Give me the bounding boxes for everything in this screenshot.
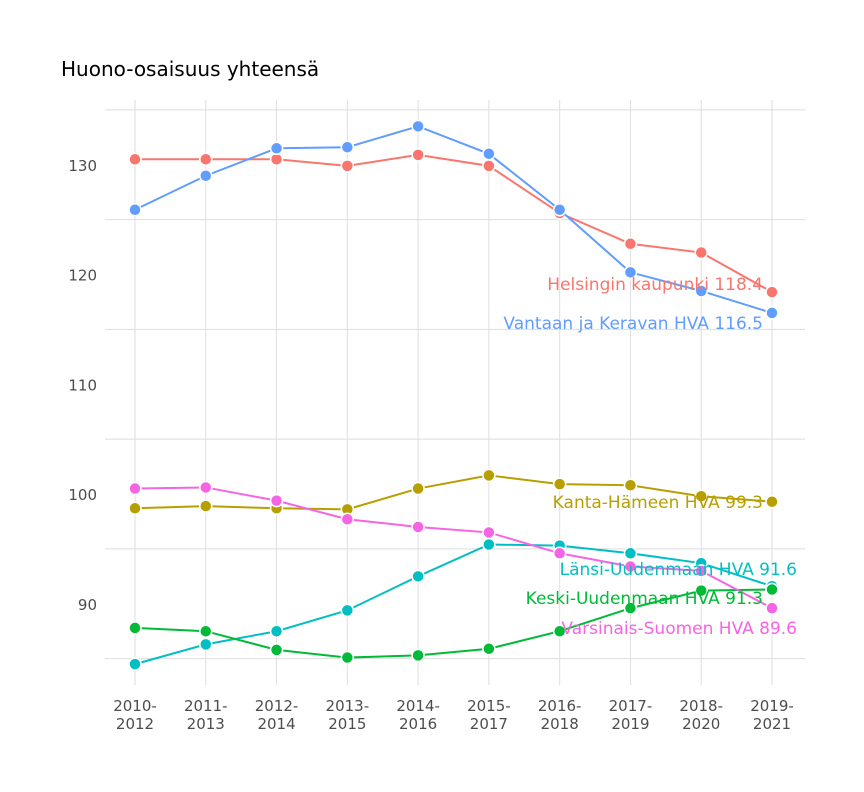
data-point (411, 481, 425, 496)
data-point (340, 512, 355, 527)
data-point (694, 583, 708, 598)
x-tick-label: 2010-2012 (113, 697, 157, 733)
data-point (765, 601, 779, 615)
data-point (269, 624, 284, 638)
y-tick-label: 100 (68, 486, 97, 504)
data-point (694, 284, 708, 298)
x-tick-label: 2014-2016 (396, 697, 440, 733)
data-point (199, 480, 213, 495)
data-point (411, 569, 425, 584)
x-tick-label: 2019-2021 (750, 697, 794, 733)
data-point (623, 559, 638, 574)
data-point (128, 152, 142, 167)
data-point (128, 621, 142, 635)
data-point (623, 601, 638, 615)
data-point (411, 520, 425, 534)
series-end-label: Helsingin kaupunki 118.4 (547, 275, 763, 295)
data-point (269, 493, 284, 508)
series-end-label: Keski-Uudenmaan HVA 91.3 (526, 589, 763, 609)
x-tick-label: 2016-2018 (538, 697, 582, 733)
y-tick-label: 90 (78, 596, 97, 614)
data-point (199, 499, 213, 513)
data-point (411, 648, 425, 663)
data-point (694, 489, 708, 503)
data-point (765, 494, 779, 509)
data-point (128, 501, 142, 516)
y-tick-label: 130 (68, 157, 97, 175)
data-point (128, 203, 142, 217)
y-tick-label: 110 (68, 376, 97, 394)
data-point (482, 642, 496, 656)
series-end-label: Länsi-Uudenmaan HVA 91.6 (560, 560, 797, 580)
y-tick-label: 120 (68, 267, 97, 285)
x-tick-label: 2015-2017 (467, 697, 511, 733)
x-tick-label: 2011-2013 (184, 697, 228, 733)
x-tick-label: 2012-2014 (255, 697, 299, 733)
x-tick-label: 2017-2019 (609, 697, 653, 733)
data-point (199, 168, 213, 183)
series-keski-uudenmaan-hva (128, 582, 779, 665)
chart-title: Huono-osaisuus yhteensä (61, 57, 320, 81)
data-point (128, 481, 142, 496)
data-point (411, 119, 425, 134)
x-tick-label: 2018-2020 (679, 697, 723, 733)
data-point (552, 546, 567, 561)
data-point (269, 643, 284, 657)
data-point (623, 265, 638, 280)
data-point (694, 564, 708, 578)
series-line (135, 153, 773, 293)
series-line (134, 125, 773, 314)
data-point (340, 603, 355, 618)
series-line (134, 543, 773, 666)
series-end-label: Vantaan ja Keravan HVA 116.5 (503, 314, 763, 334)
data-point (199, 637, 213, 652)
data-point (411, 148, 425, 162)
data-point (482, 537, 496, 552)
data-point (482, 525, 496, 540)
data-point (623, 546, 638, 561)
data-point (269, 152, 284, 167)
data-point (340, 159, 355, 173)
data-point (623, 478, 638, 492)
series-varsinais-suomen-hva (128, 480, 779, 615)
series-end-label: Kanta-Hämeen HVA 99.3 (553, 493, 763, 513)
data-point (765, 285, 779, 299)
data-point (269, 141, 284, 156)
data-point (552, 477, 567, 491)
data-point (128, 657, 142, 671)
series-line (134, 588, 773, 659)
x-tick-label: 2013-2015 (326, 697, 370, 733)
data-point (340, 140, 355, 154)
data-point (552, 203, 567, 217)
data-point (199, 624, 213, 638)
series-end-label: Varsinais-Suomen HVA 89.6 (561, 619, 797, 639)
data-point (765, 582, 779, 597)
series-line (134, 474, 773, 511)
data-point (482, 147, 496, 161)
series-line (134, 486, 773, 610)
data-point (765, 306, 779, 320)
series-kanta-h-meen-hva (128, 468, 779, 517)
data-point (694, 245, 708, 260)
data-point (482, 468, 496, 483)
data-point (623, 237, 638, 251)
data-point (552, 624, 567, 638)
data-point (199, 152, 213, 167)
data-point (482, 159, 496, 173)
data-point (340, 650, 355, 665)
series-vantaan-ja-keravan-hva (128, 119, 779, 320)
